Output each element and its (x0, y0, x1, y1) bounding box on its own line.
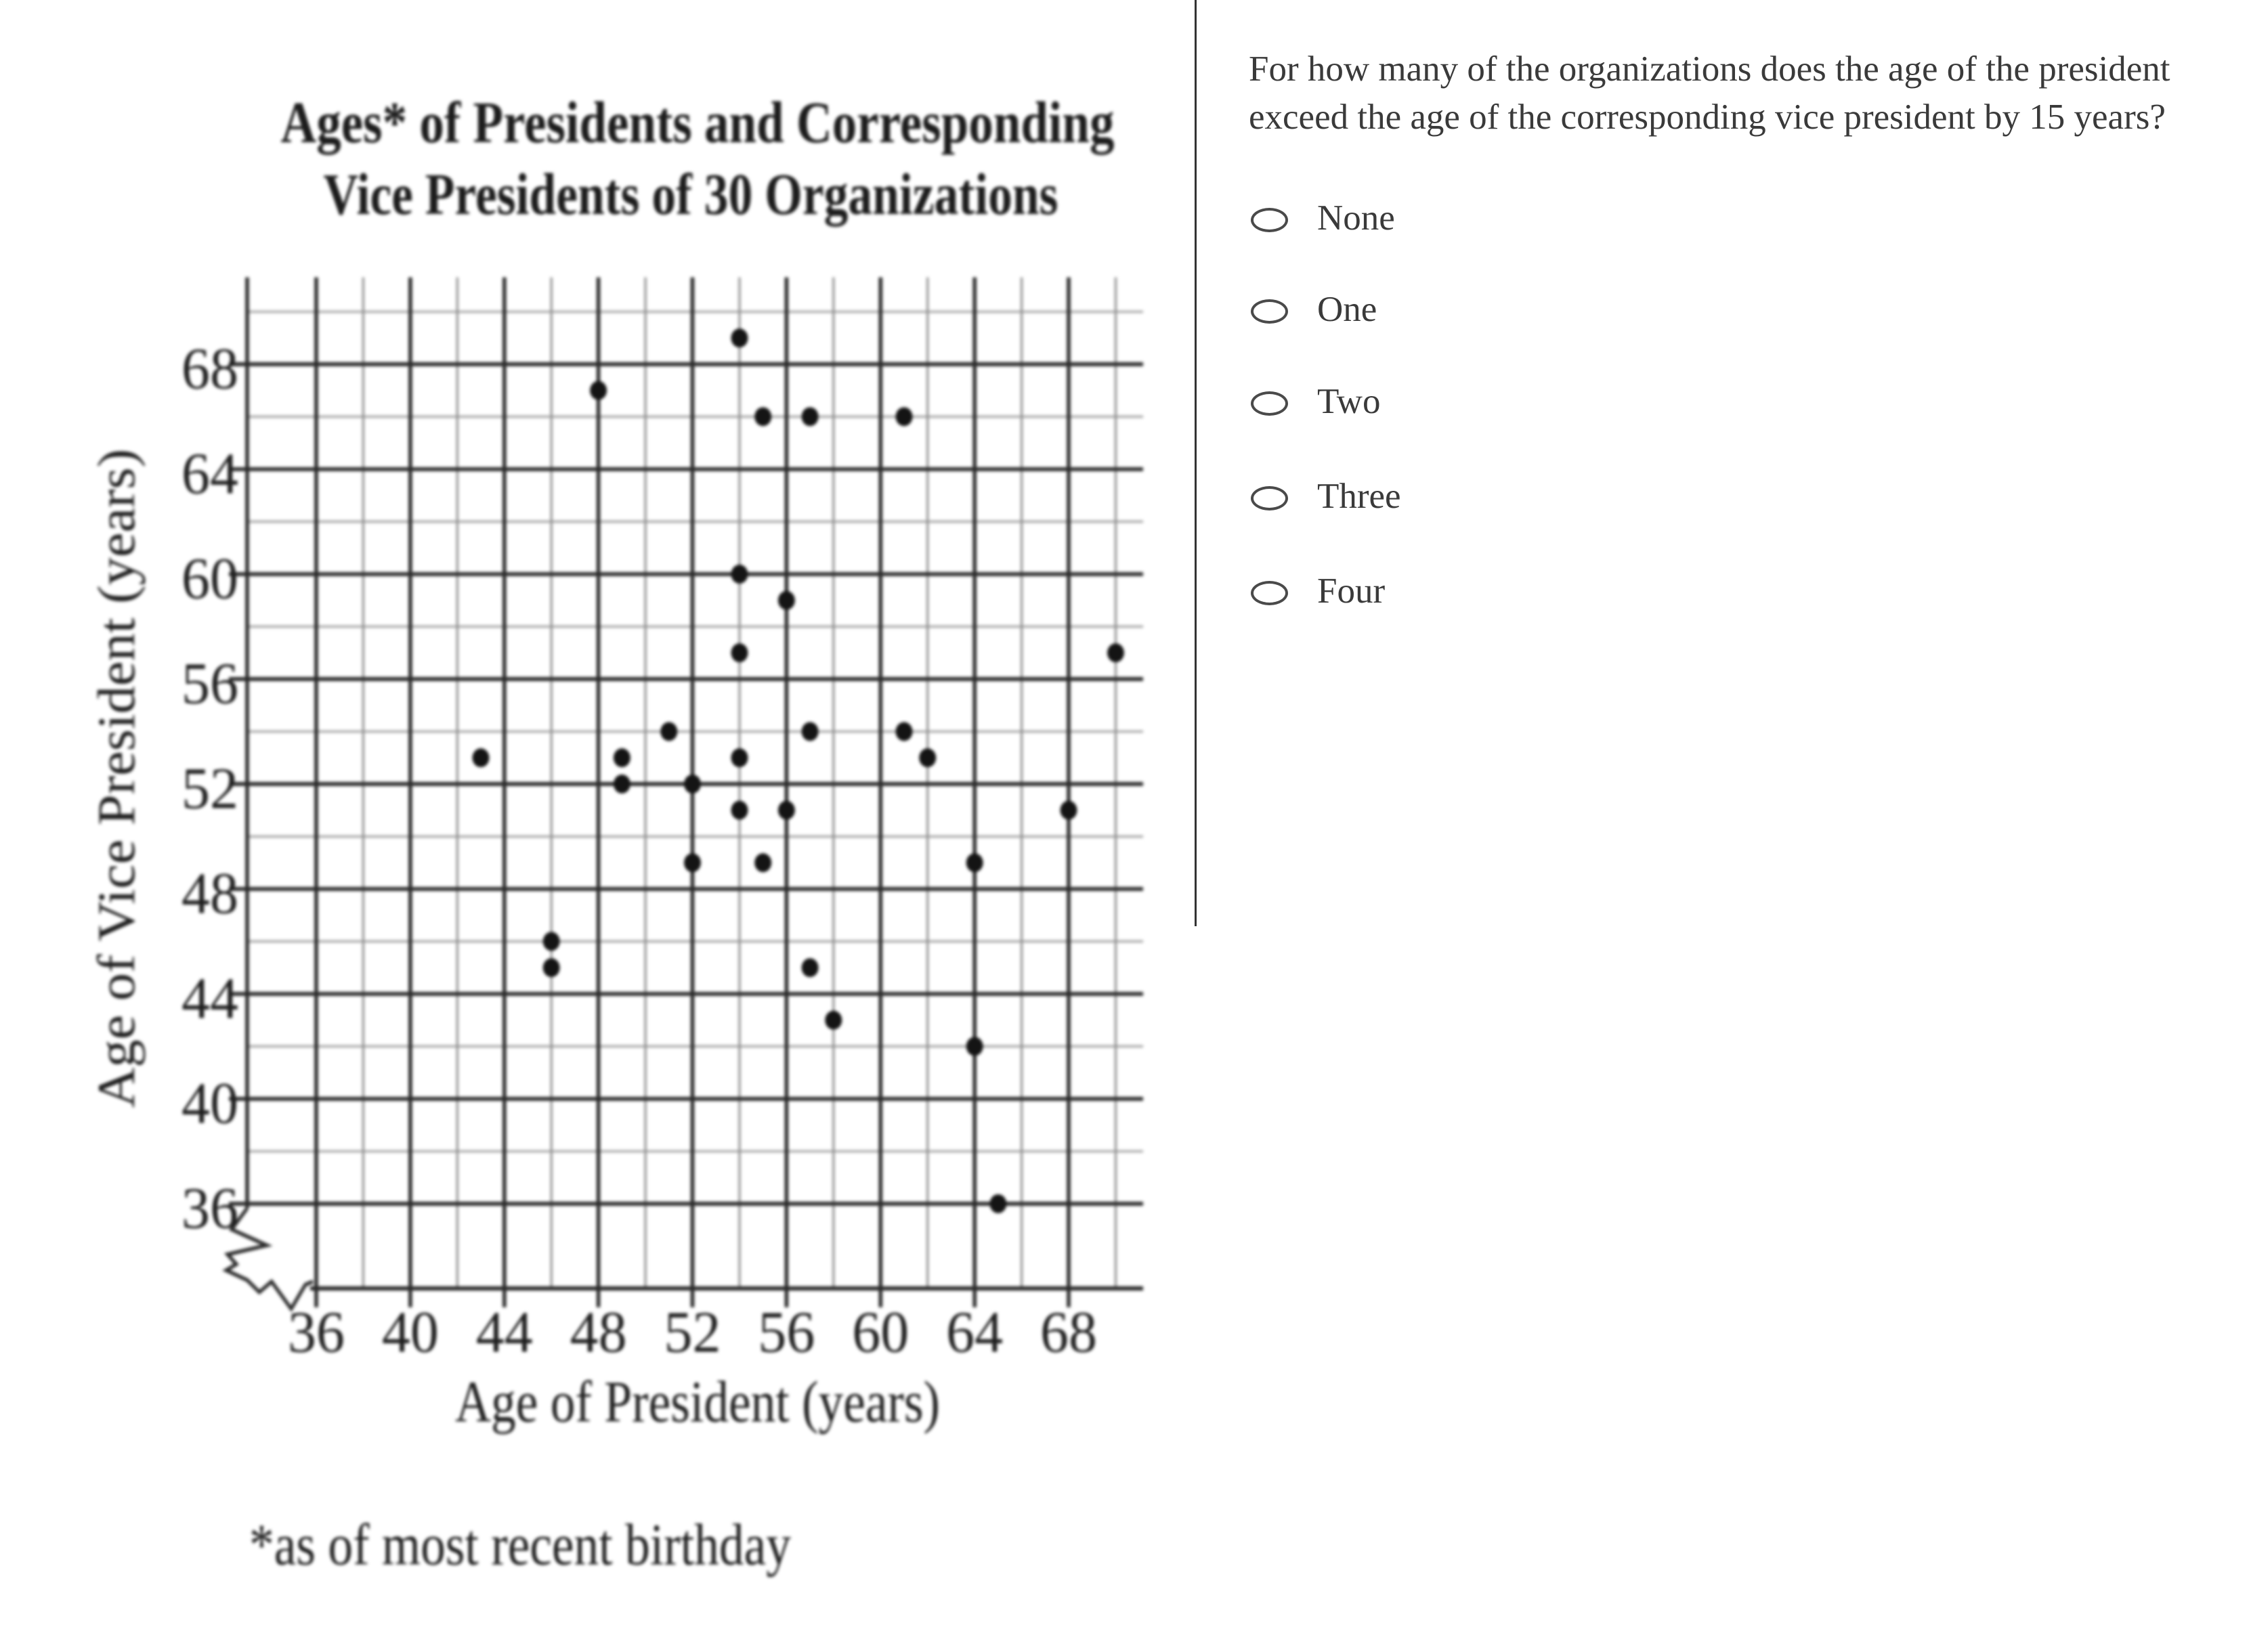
svg-text:68: 68 (1040, 1299, 1097, 1365)
svg-text:40: 40 (382, 1299, 439, 1365)
svg-text:48: 48 (570, 1299, 627, 1365)
svg-text:56: 56 (758, 1299, 815, 1365)
svg-text:64: 64 (181, 441, 238, 506)
svg-text:56: 56 (181, 651, 238, 716)
svg-text:*as of most recent birthday: *as of most recent birthday (249, 1511, 791, 1577)
svg-text:36: 36 (181, 1175, 238, 1241)
svg-text:60: 60 (852, 1299, 909, 1365)
svg-text:36: 36 (288, 1299, 345, 1365)
svg-text:68: 68 (181, 336, 238, 401)
svg-text:52: 52 (664, 1299, 721, 1365)
svg-text:44: 44 (476, 1299, 533, 1365)
svg-text:Ages* of Presidents and Corres: Ages* of Presidents and Corresponding (281, 89, 1115, 155)
svg-text:Age of Vice President (years): Age of Vice President (years) (87, 449, 146, 1108)
svg-text:52: 52 (181, 756, 238, 821)
svg-text:Vice Presidents of 30 Organiza: Vice Presidents of 30 Organizations (324, 161, 1058, 227)
svg-text:44: 44 (181, 965, 238, 1031)
svg-text:64: 64 (946, 1299, 1003, 1365)
svg-text:60: 60 (181, 546, 238, 611)
svg-text:48: 48 (181, 861, 238, 926)
svg-text:40: 40 (181, 1070, 238, 1136)
svg-text:Age of President (years): Age of President (years) (455, 1368, 940, 1434)
